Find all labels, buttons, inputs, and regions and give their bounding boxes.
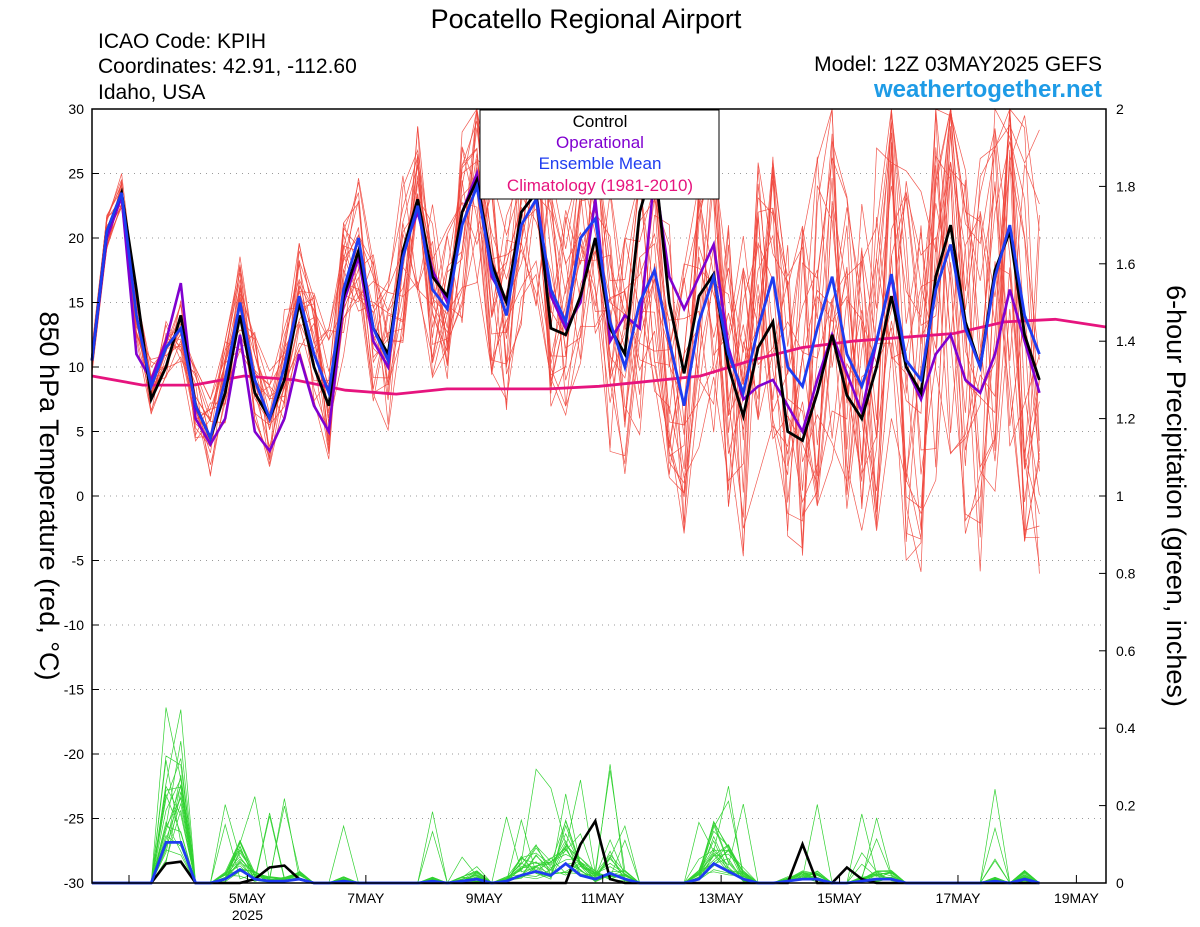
ensemble-temp-member <box>91 108 1040 509</box>
ensemble-precip-member <box>92 795 1040 884</box>
y-tick-label: -5 <box>72 553 85 569</box>
y-right-tick-label: 0.4 <box>1116 720 1136 736</box>
y-right-tick-label: 1.2 <box>1116 411 1136 427</box>
y-tick-label: 5 <box>76 424 84 440</box>
control-temp-line <box>90 160 1041 443</box>
ensemble-temp-member <box>91 108 1040 540</box>
climatology-line <box>91 317 1107 396</box>
legend-operational: Operational <box>556 133 644 152</box>
ensemble-precip-member <box>92 779 1040 884</box>
ensemble-temp-member <box>91 133 1040 556</box>
y-tick-label: -10 <box>64 617 84 633</box>
coordinates: Coordinates: 42.91, -112.60 <box>98 55 357 78</box>
y-right-tick-label: 0.8 <box>1116 565 1136 581</box>
y-tick-label: -30 <box>64 875 84 891</box>
ensemble-precip-member <box>92 768 1040 884</box>
legend-climatology: Climatology (1981-2010) <box>507 176 693 195</box>
model-run: Model: 12Z 03MAY2025 GEFS <box>814 53 1102 76</box>
ensemble-precip-member <box>92 741 1040 884</box>
x-tick-label: 9MAY <box>466 890 504 906</box>
y-right-tick-label: 0 <box>1116 875 1124 891</box>
y-right-tick-label: 0.2 <box>1116 798 1136 814</box>
ensemble-mean-precip-line <box>92 841 1040 885</box>
axis-ticks: 302520151050-5-10-15-20-25-3021.81.61.41… <box>64 101 1136 923</box>
ensemble-mean-temp-line <box>90 181 1041 443</box>
y-tick-label: -20 <box>64 746 84 762</box>
y-right-tick-label: 2 <box>1116 101 1124 117</box>
y-tick-label: 10 <box>68 359 84 375</box>
y-right-tick-label: 0.6 <box>1116 643 1136 659</box>
y-tick-label: 25 <box>68 166 84 182</box>
y-right-tick-label: 1.6 <box>1116 256 1136 272</box>
y-axis-left-label: 850 hPa Temperature (red, °C) <box>34 312 64 681</box>
ensemble-precip-member <box>92 793 1040 884</box>
y-tick-label: -15 <box>64 682 84 698</box>
y-axis-right-label: 6-hour Precipitation (green, inches) <box>1161 285 1191 707</box>
legend-box <box>479 109 720 200</box>
y-tick-label: 20 <box>68 230 84 246</box>
y-tick-label: 30 <box>68 101 84 117</box>
y-right-tick-label: 1 <box>1116 488 1124 504</box>
location: Idaho, USA <box>98 81 205 104</box>
main-series-lines <box>90 160 1107 885</box>
chart-title: Pocatello Regional Airport <box>431 4 742 34</box>
legend-ensemble-mean: Ensemble Mean <box>539 154 662 173</box>
x-tick-label: 19MAY <box>1054 890 1100 906</box>
legend: Control Operational Ensemble Mean Climat… <box>479 109 720 200</box>
y-right-tick-label: 1.4 <box>1116 333 1136 349</box>
ensemble-precip-lines <box>92 707 1040 884</box>
y-tick-label: 15 <box>68 295 84 311</box>
y-tick-label: 0 <box>76 488 84 504</box>
x-tick-label: 7MAY <box>347 890 385 906</box>
site-name: weathertogether.net <box>873 76 1102 103</box>
x-tick-label: 13MAY <box>699 890 745 906</box>
y-right-tick-label: 1.8 <box>1116 178 1136 194</box>
grid-lines <box>92 173 1106 819</box>
x-tick-label: 5MAY <box>229 890 267 906</box>
ensemble-precip-member <box>92 775 1040 884</box>
icao-code: ICAO Code: KPIH <box>98 30 266 53</box>
ensemble-precip-member <box>92 800 1040 884</box>
x-tick-year: 2025 <box>232 907 263 923</box>
x-tick-label: 17MAY <box>936 890 982 906</box>
x-tick-label: 11MAY <box>581 890 625 906</box>
ensemble-precip-member <box>92 770 1040 884</box>
y-tick-label: -25 <box>64 811 84 827</box>
ensemble-temp-member <box>91 108 1040 515</box>
legend-control: Control <box>573 112 628 131</box>
x-tick-label: 15MAY <box>817 890 863 906</box>
ensemble-temp-member <box>91 108 1040 572</box>
